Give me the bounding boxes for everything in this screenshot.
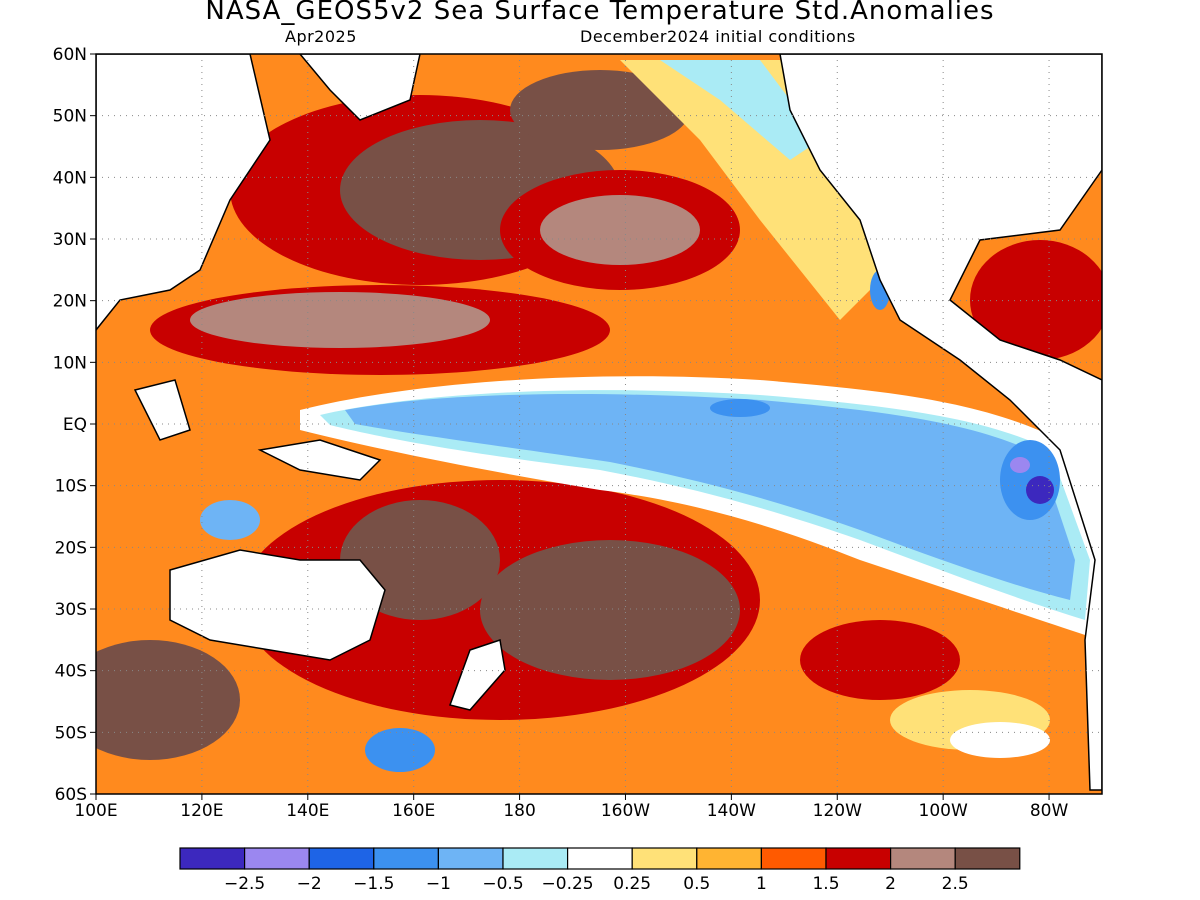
lat-tick-label: 60S bbox=[55, 785, 87, 805]
lat-tick-label: 20N bbox=[53, 292, 87, 312]
lat-tick-label: 40S bbox=[55, 662, 87, 682]
colorbar-label: 1 bbox=[756, 874, 767, 894]
lat-tick-label: 20S bbox=[55, 538, 87, 558]
forecast-month-label: Apr2025 bbox=[285, 27, 357, 46]
map-plot-area bbox=[96, 54, 1102, 794]
anomaly-region bbox=[200, 500, 260, 540]
anomaly-region bbox=[365, 728, 435, 772]
lon-tick-label: 100E bbox=[74, 801, 117, 821]
lon-tick-label: 160E bbox=[392, 801, 435, 821]
lon-tick-label: 80W bbox=[1030, 801, 1069, 821]
map-title: NASA_GEOS5v2 Sea Surface Temperature Std… bbox=[205, 0, 995, 26]
lat-tick-label: 50N bbox=[53, 107, 87, 127]
colorbar-bin bbox=[954, 847, 1021, 870]
colorbar-bin bbox=[179, 847, 246, 870]
longitude-axis: 100E 120E 140E 160E 180 160W 140W 120W 100W 80W bbox=[74, 794, 1068, 821]
colorbar-bin bbox=[437, 847, 504, 870]
colorbar-bin bbox=[631, 847, 698, 870]
colorbar-bin bbox=[244, 847, 310, 870]
lat-tick-label: 30N bbox=[53, 230, 87, 250]
lon-tick-label: 140W bbox=[707, 801, 756, 821]
anomaly-region bbox=[800, 620, 960, 700]
anomaly-region bbox=[660, 60, 820, 160]
colorbar-bin bbox=[566, 847, 633, 870]
lat-tick-label: 30S bbox=[55, 600, 87, 620]
colorbar-label: −1.5 bbox=[353, 874, 394, 894]
kamchatka-landmass bbox=[299, 54, 421, 121]
americas-landmass bbox=[779, 54, 1102, 791]
colorbar-bin bbox=[502, 847, 569, 870]
lon-tick-label: 120W bbox=[813, 801, 862, 821]
colorbar-label: −1 bbox=[426, 874, 451, 894]
anomaly-region bbox=[1000, 440, 1060, 520]
australia-landmass bbox=[169, 549, 386, 661]
lat-tick-label: 10S bbox=[55, 477, 87, 497]
lon-tick-label: 160W bbox=[601, 801, 650, 821]
colorbar-bin bbox=[373, 847, 439, 870]
anomaly-region bbox=[710, 399, 770, 417]
lon-tick-label: 140E bbox=[286, 801, 329, 821]
colorbar-labels: −2.5 −2 −1.5 −1 −0.5 −0.25 0.25 0.5 1 1.5 2 2.5 bbox=[224, 874, 969, 894]
init-conditions-label: December2024 initial conditions bbox=[580, 27, 856, 46]
colorbar-label: 2.5 bbox=[942, 874, 969, 894]
colorbar-label: −2 bbox=[297, 874, 322, 894]
anomaly-region bbox=[480, 540, 740, 680]
colorbar-bin bbox=[889, 847, 956, 870]
land-masses bbox=[96, 54, 1102, 791]
colorbar-label: 0.5 bbox=[683, 874, 710, 894]
colorbar-label: 2 bbox=[885, 874, 896, 894]
colorbar-label: 1.5 bbox=[812, 874, 839, 894]
anomaly-region bbox=[970, 240, 1102, 360]
anomaly-region bbox=[510, 70, 690, 150]
colorbar-label: −0.25 bbox=[542, 874, 594, 894]
colorbar bbox=[179, 847, 1021, 870]
colorbar-bin bbox=[825, 847, 892, 870]
lat-tick-label: 40N bbox=[53, 168, 87, 188]
lat-tick-label: 10N bbox=[53, 353, 87, 373]
lat-tick-label: 60N bbox=[53, 45, 87, 65]
colorbar-label: −0.5 bbox=[482, 874, 523, 894]
colorbar-bin bbox=[760, 847, 827, 870]
anomaly-region bbox=[345, 394, 1075, 600]
anomaly-region bbox=[1026, 476, 1054, 504]
colorbar-bin bbox=[696, 847, 762, 870]
anomaly-region bbox=[96, 640, 240, 760]
anomaly-region bbox=[190, 292, 490, 348]
anomaly-region bbox=[540, 195, 700, 265]
new-zealand-landmass bbox=[449, 639, 506, 711]
latitude-axis: 60N 50N 40N 30N 20N 10N EQ 10S 20S 30S 40S 50S 60S bbox=[53, 45, 96, 805]
colorbar-bin bbox=[308, 847, 375, 870]
lon-tick-label: 180 bbox=[503, 801, 535, 821]
lon-tick-label: 100W bbox=[919, 801, 968, 821]
lat-tick-label: EQ bbox=[63, 415, 87, 435]
anomaly-region bbox=[950, 722, 1050, 758]
colorbar-label: −2.5 bbox=[224, 874, 265, 894]
lon-tick-label: 120E bbox=[180, 801, 223, 821]
colorbar-label: 0.25 bbox=[613, 874, 651, 894]
new-guinea-landmass bbox=[257, 439, 382, 481]
anomaly-region bbox=[1010, 457, 1030, 473]
borneo-landmass bbox=[133, 379, 191, 441]
lat-tick-label: 50S bbox=[55, 723, 87, 743]
asia-landmass bbox=[96, 54, 271, 332]
